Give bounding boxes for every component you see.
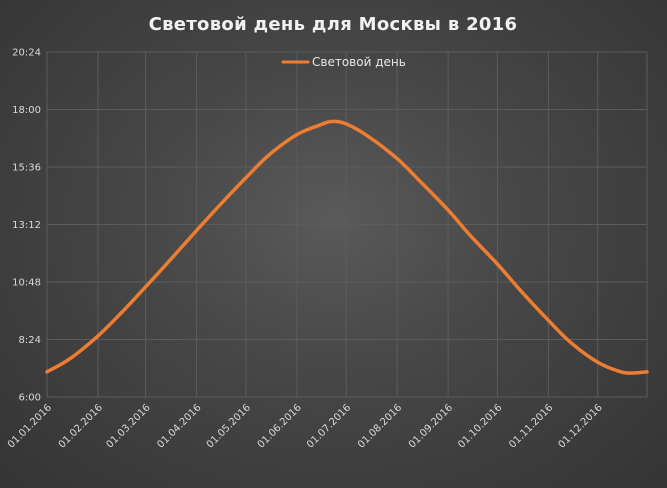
x-tick-label: 01.02.2016 [57, 402, 105, 450]
x-tick-label: 01.06.2016 [256, 402, 304, 450]
x-tick-label: 01.01.2016 [6, 402, 54, 450]
y-tick-label: 13:12 [12, 220, 41, 231]
legend-label: Световой день [312, 55, 406, 69]
x-tick-label: 01.03.2016 [104, 402, 152, 450]
x-axis-ticks: 01.01.2016 01.02.2016 01.03.2016 01.04.2016… [6, 402, 605, 450]
x-tick-label: 01.10.2016 [456, 402, 504, 450]
x-tick-label: 01.07.2016 [305, 402, 353, 450]
series-line-daylight [45, 119, 649, 375]
x-tick-label: 01.12.2016 [556, 402, 604, 450]
y-tick-label: 15:36 [12, 163, 41, 174]
y-tick-label: 20:24 [12, 48, 41, 59]
y-tick-label: 10:48 [12, 278, 41, 289]
x-tick-label: 01.04.2016 [155, 402, 203, 450]
x-tick-label: 01.08.2016 [356, 402, 404, 450]
y-axis-ticks: 6:00 8:24 10:48 13:12 15:36 18:00 20:24 [12, 48, 41, 404]
y-tick-label: 18:00 [12, 105, 41, 116]
legend: Световой день [281, 55, 406, 69]
y-tick-label: 6:00 [19, 393, 41, 404]
x-tick-label: 01.05.2016 [205, 402, 253, 450]
chart-title: Световой день для Москвы в 2016 [149, 14, 518, 35]
x-tick-label: 01.11.2016 [507, 402, 555, 450]
series-layer [45, 119, 649, 375]
gridlines [46, 51, 648, 398]
x-tick-label: 01.09.2016 [407, 402, 455, 450]
y-tick-label: 8:24 [19, 335, 41, 346]
